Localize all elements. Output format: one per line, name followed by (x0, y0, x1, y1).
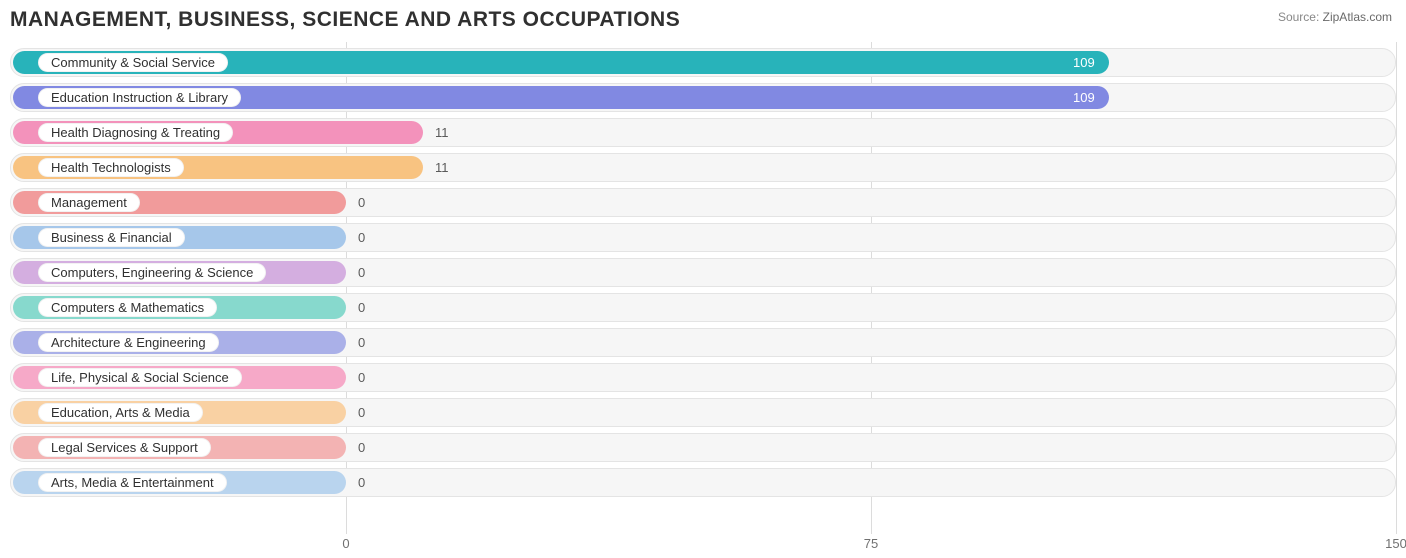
bar-value: 0 (350, 188, 373, 217)
bar-label: Life, Physical & Social Science (38, 368, 242, 387)
x-axis: 075150 (10, 536, 1396, 554)
bar-row: Life, Physical & Social Science 0 (10, 363, 1396, 392)
source-label: Source: (1278, 10, 1319, 24)
bar-value: 0 (350, 398, 373, 427)
bar-value: 0 (350, 468, 373, 497)
bar-container: Community & Social Service109Education I… (10, 48, 1396, 534)
chart-title: MANAGEMENT, BUSINESS, SCIENCE AND ARTS O… (10, 8, 680, 32)
bar-label: Computers, Engineering & Science (38, 263, 266, 282)
bar-label: Management (38, 193, 140, 212)
bar-row: Community & Social Service 109 (10, 48, 1396, 77)
bar-label: Computers & Mathematics (38, 298, 217, 317)
bar-label: Health Diagnosing & Treating (38, 123, 233, 142)
bar-value: 0 (350, 293, 373, 322)
source-value: ZipAtlas.com (1323, 10, 1392, 24)
bar-value: 0 (350, 433, 373, 462)
source-attribution: Source: ZipAtlas.com (1278, 10, 1392, 24)
bar-label: Education Instruction & Library (38, 88, 241, 107)
bar-label: Architecture & Engineering (38, 333, 219, 352)
bar-row: Computers & Mathematics 0 (10, 293, 1396, 322)
bar-label: Business & Financial (38, 228, 185, 247)
bar-value: 109 (1065, 48, 1103, 77)
bar-row: Health Diagnosing & Treating 11 (10, 118, 1396, 147)
chart-area: Community & Social Service109Education I… (10, 42, 1396, 534)
bar-label: Legal Services & Support (38, 438, 211, 457)
bar-row: Management 0 (10, 188, 1396, 217)
bar-value: 0 (350, 223, 373, 252)
bar-row: Education, Arts & Media 0 (10, 398, 1396, 427)
bar-value: 11 (427, 118, 457, 147)
bar-value: 11 (427, 153, 457, 182)
gridline (1396, 42, 1397, 534)
x-tick-label: 150 (1385, 536, 1406, 551)
x-tick-label: 75 (864, 536, 878, 551)
bar-row: Computers, Engineering & Science 0 (10, 258, 1396, 287)
bar-value: 0 (350, 258, 373, 287)
bar-row: Legal Services & Support 0 (10, 433, 1396, 462)
bar-label: Arts, Media & Entertainment (38, 473, 227, 492)
bar-row: Business & Financial 0 (10, 223, 1396, 252)
bar-value: 0 (350, 363, 373, 392)
bar-value: 109 (1065, 83, 1103, 112)
x-tick-label: 0 (342, 536, 349, 551)
bar-label: Community & Social Service (38, 53, 228, 72)
bar-row: Health Technologists 11 (10, 153, 1396, 182)
bar-row: Education Instruction & Library 109 (10, 83, 1396, 112)
bar-row: Arts, Media & Entertainment 0 (10, 468, 1396, 497)
bar-label: Health Technologists (38, 158, 184, 177)
bar-row: Architecture & Engineering 0 (10, 328, 1396, 357)
bar-value: 0 (350, 328, 373, 357)
bar-label: Education, Arts & Media (38, 403, 203, 422)
